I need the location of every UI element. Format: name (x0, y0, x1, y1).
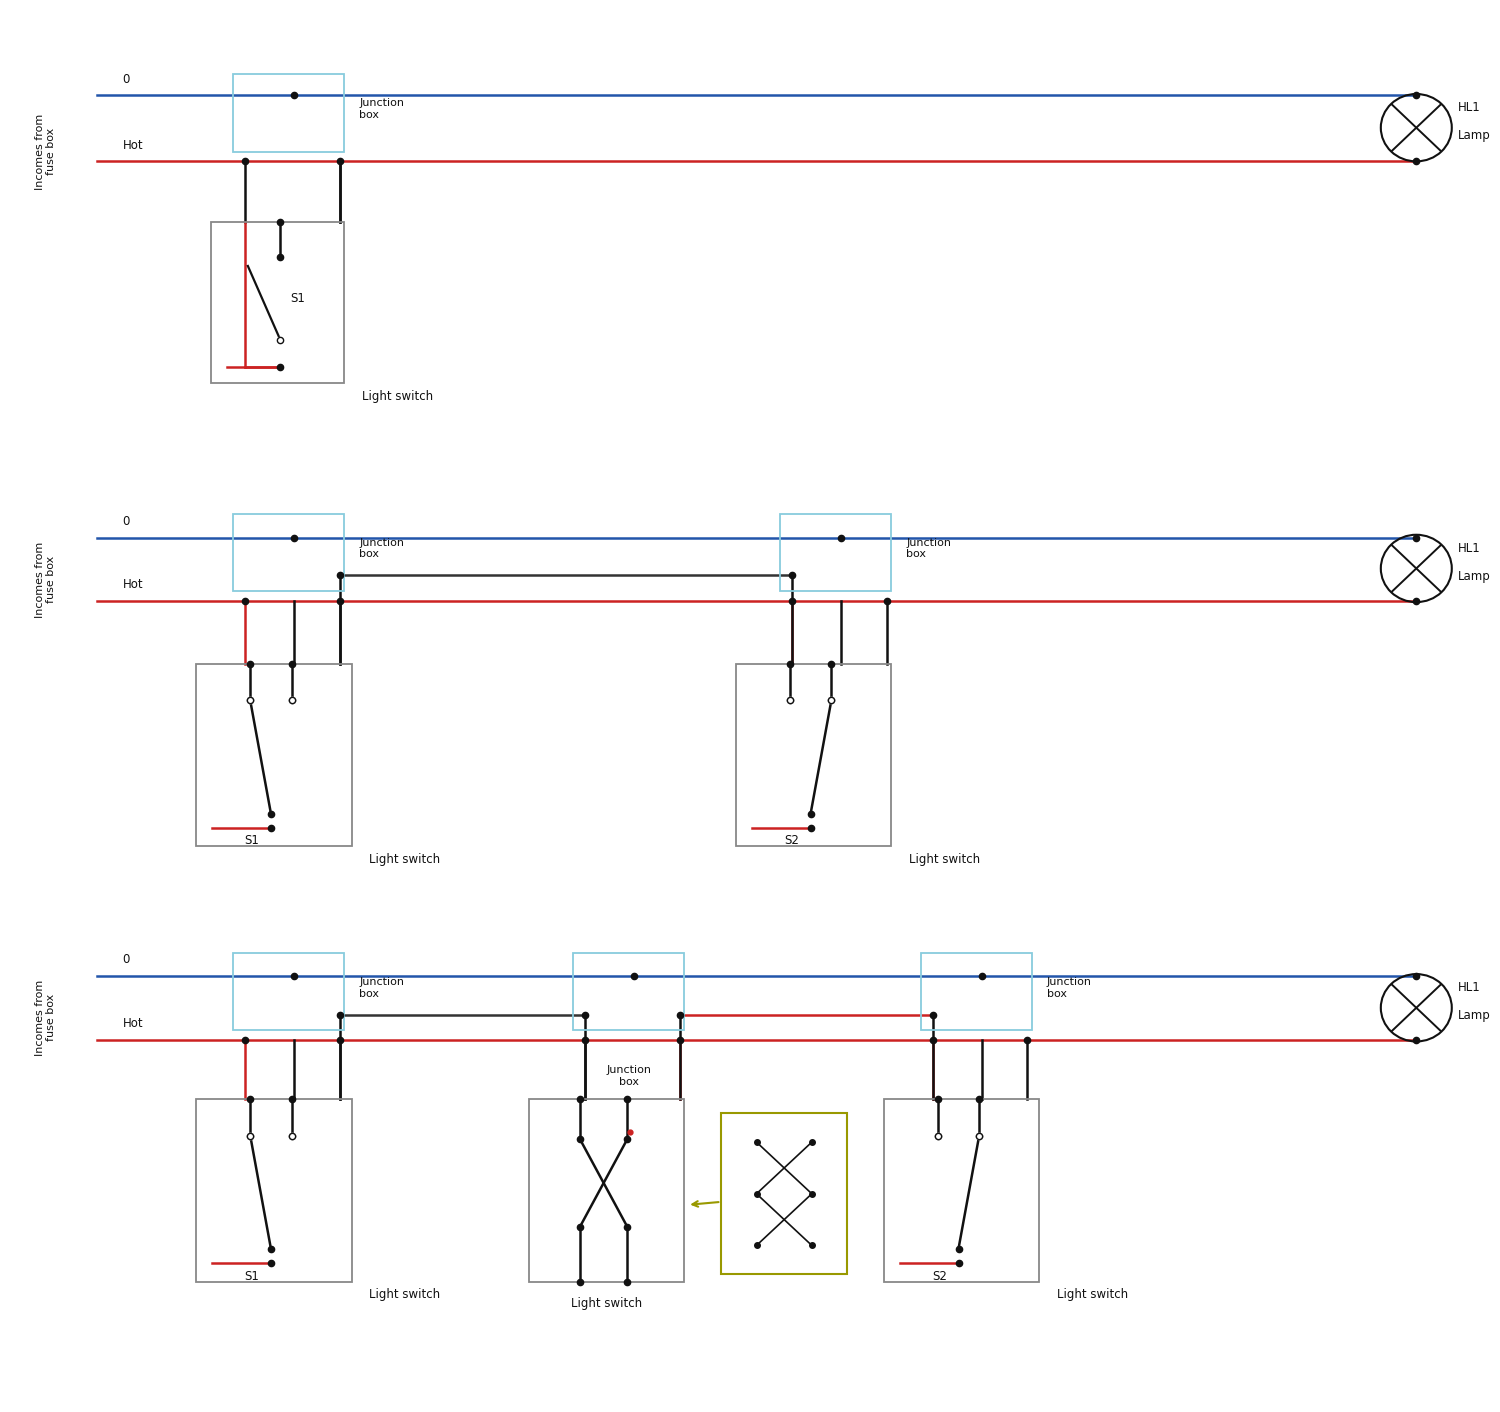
Text: HL1: HL1 (1458, 542, 1480, 555)
Text: 0: 0 (123, 515, 130, 528)
Text: S2: S2 (932, 1269, 946, 1282)
Bar (884, 1099, 1040, 1282)
Text: Junction
box: Junction box (1047, 977, 1092, 998)
Text: S1: S1 (291, 292, 306, 305)
Bar (736, 664, 891, 846)
Text: Light switch: Light switch (369, 1288, 441, 1302)
Bar (530, 1099, 684, 1282)
Text: Lamp: Lamp (1458, 569, 1491, 583)
Text: Light switch: Light switch (369, 853, 441, 866)
Text: S1: S1 (244, 834, 260, 847)
Text: Incomes from
fuse box: Incomes from fuse box (34, 542, 57, 618)
Text: S2: S2 (784, 834, 800, 847)
Text: 0: 0 (123, 73, 130, 86)
Text: Incomes from
fuse box: Incomes from fuse box (34, 113, 57, 189)
Text: Light switch: Light switch (909, 853, 980, 866)
Text: S1: S1 (244, 1269, 260, 1282)
Text: Junction
box: Junction box (358, 538, 404, 559)
Text: Light switch: Light switch (1058, 1288, 1128, 1302)
Text: Junction
box: Junction box (606, 1065, 651, 1087)
Text: Light switch: Light switch (572, 1296, 642, 1310)
Bar (921, 953, 1032, 1031)
Text: Junction
box: Junction box (358, 99, 404, 120)
Text: Incomes from
fuse box: Incomes from fuse box (34, 980, 57, 1056)
Text: Lamp: Lamp (1458, 1010, 1491, 1022)
Bar (722, 1113, 848, 1275)
Text: Lamp: Lamp (1458, 128, 1491, 143)
Bar (211, 222, 345, 383)
Text: HL1: HL1 (1458, 100, 1480, 114)
Text: 0: 0 (123, 953, 130, 966)
Bar (196, 664, 351, 846)
Text: Hot: Hot (123, 1018, 142, 1031)
Bar (234, 75, 345, 151)
Text: HL1: HL1 (1458, 981, 1480, 994)
Bar (573, 953, 684, 1031)
Bar (196, 1099, 351, 1282)
Text: Hot: Hot (123, 138, 142, 151)
Bar (234, 953, 345, 1031)
Text: Junction
box: Junction box (906, 538, 951, 559)
Text: Hot: Hot (123, 578, 142, 592)
Text: Light switch: Light switch (362, 390, 434, 402)
Bar (780, 514, 891, 590)
Bar (234, 514, 345, 590)
Text: Junction
box: Junction box (358, 977, 404, 998)
